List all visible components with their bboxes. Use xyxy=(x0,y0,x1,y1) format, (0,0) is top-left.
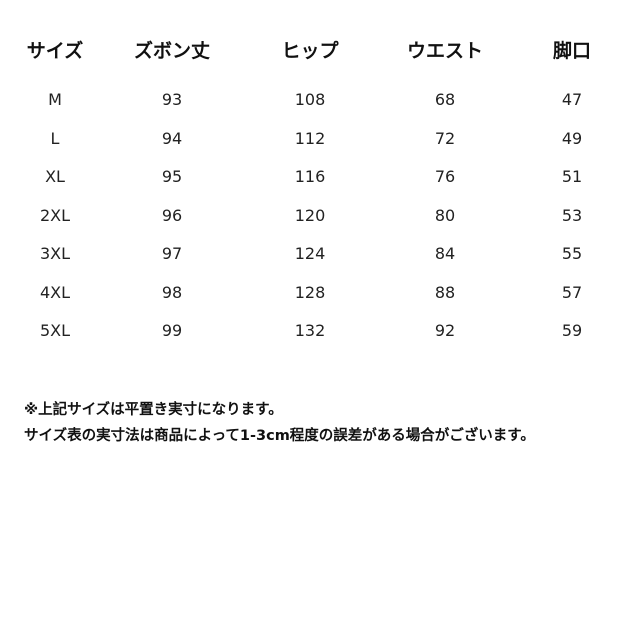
header-size: サイズ xyxy=(26,40,84,62)
cell-length: 93 xyxy=(161,90,183,109)
cell-waist: 68 xyxy=(434,90,456,109)
cell-length: 94 xyxy=(161,128,183,148)
cell-waist: 80 xyxy=(434,205,456,225)
cell-hip: 120 xyxy=(294,205,326,225)
cell-waist: 72 xyxy=(434,128,456,148)
cell-hip: 112 xyxy=(294,128,326,148)
cell-length: 99 xyxy=(161,321,183,340)
cell-hip: 132 xyxy=(294,321,326,340)
cell-size: XL xyxy=(45,167,65,186)
note-flat-measurement: ※上記サイズは平置き実寸になります。 xyxy=(24,402,283,418)
cell-hem: 51 xyxy=(561,167,583,186)
cell-length: 97 xyxy=(161,244,183,263)
cell-size: M xyxy=(48,90,62,109)
header-length: ズボン丈 xyxy=(133,40,211,62)
cell-size: 2XL xyxy=(39,205,71,225)
header-waist: ウエスト xyxy=(406,40,484,62)
header-hem: 脚口 xyxy=(552,40,592,62)
cell-hip: 128 xyxy=(294,282,326,302)
cell-hem: 55 xyxy=(561,244,583,263)
cell-waist: 84 xyxy=(434,244,456,263)
cell-hem: 49 xyxy=(561,128,583,148)
note-measurement-tolerance: サイズ表の実寸法は商品によって1-3cm程度の誤差がある場合がございます。 xyxy=(24,428,535,444)
cell-size: 3XL xyxy=(39,244,71,263)
cell-hem: 57 xyxy=(561,282,583,302)
cell-size: 4XL xyxy=(39,282,71,302)
cell-waist: 92 xyxy=(434,321,456,340)
cell-length: 95 xyxy=(161,167,183,186)
cell-hem: 53 xyxy=(561,205,583,225)
cell-length: 96 xyxy=(161,205,183,225)
cell-length: 98 xyxy=(161,282,183,302)
cell-waist: 88 xyxy=(434,282,456,302)
cell-waist: 76 xyxy=(434,167,456,186)
header-hip: ヒップ xyxy=(281,40,339,62)
cell-hip: 108 xyxy=(294,90,326,109)
cell-hip: 116 xyxy=(294,167,326,186)
cell-hip: 124 xyxy=(294,244,326,263)
cell-size: 5XL xyxy=(39,321,71,340)
cell-hem: 47 xyxy=(561,90,583,109)
cell-size: L xyxy=(50,128,60,148)
cell-hem: 59 xyxy=(561,321,583,340)
